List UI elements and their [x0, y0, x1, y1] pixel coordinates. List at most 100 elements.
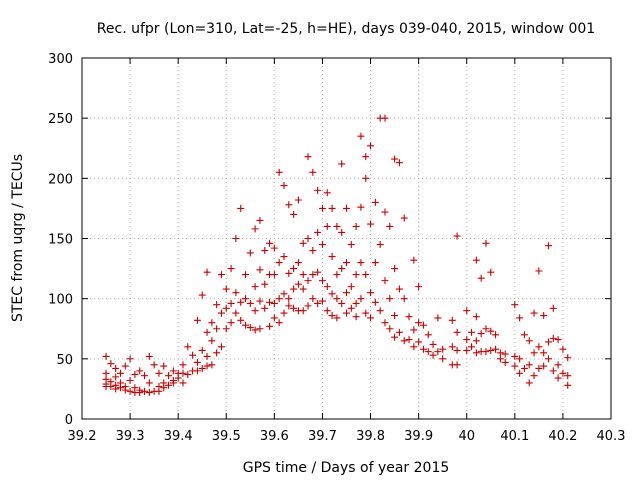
data-point-marker — [261, 304, 269, 312]
data-point-marker — [400, 295, 408, 303]
data-point-marker — [222, 325, 230, 333]
data-point-marker — [208, 337, 216, 345]
data-point-marker — [477, 274, 485, 282]
data-point-marker — [410, 343, 418, 351]
data-point-marker — [184, 370, 192, 378]
data-point-marker — [217, 343, 225, 351]
data-point-marker — [198, 346, 206, 354]
data-point-marker — [112, 364, 120, 372]
data-point-marker — [415, 338, 423, 346]
y-axis-label: STEC from uqrg / TECUs — [10, 154, 26, 322]
data-point-marker — [275, 259, 283, 267]
x-tick-label: 39.8 — [356, 429, 385, 444]
data-point-marker — [357, 203, 365, 211]
data-point-marker — [246, 324, 254, 332]
x-tick-label: 39.7 — [308, 429, 337, 444]
data-point-marker — [477, 330, 485, 338]
data-point-marker — [304, 302, 312, 310]
data-point-marker — [559, 345, 567, 353]
data-point-marker — [285, 302, 293, 310]
data-point-marker — [371, 259, 379, 267]
data-point-marker — [290, 285, 298, 293]
data-point-marker — [453, 346, 461, 354]
data-point-marker — [193, 367, 201, 375]
data-point-marker — [482, 325, 490, 333]
data-point-marker — [237, 298, 245, 306]
data-point-marker — [391, 333, 399, 341]
data-point-marker — [309, 247, 317, 255]
data-point-marker — [116, 369, 124, 377]
x-tick-label: 39.9 — [404, 429, 433, 444]
data-point-marker — [367, 220, 375, 228]
data-point-marker — [280, 290, 288, 298]
data-point-marker — [419, 345, 427, 353]
data-point-marker — [333, 271, 341, 279]
data-point-marker — [275, 295, 283, 303]
data-point-marker — [270, 244, 278, 252]
data-point-marker — [193, 358, 201, 366]
data-point-marker — [208, 361, 216, 369]
x-tick-label: 39.2 — [68, 429, 97, 444]
data-point-marker — [299, 271, 307, 279]
data-point-marker — [333, 295, 341, 303]
data-point-marker — [266, 322, 274, 330]
data-point-marker — [174, 374, 182, 382]
data-point-marker — [261, 247, 269, 255]
data-point-marker — [564, 372, 572, 380]
x-tick-label: 39.6 — [260, 429, 289, 444]
data-point-marker — [391, 312, 399, 320]
data-point-marker — [318, 204, 326, 212]
data-point-marker — [251, 225, 259, 233]
data-point-marker — [352, 222, 360, 230]
data-point-marker — [338, 228, 346, 236]
data-point-marker — [540, 362, 548, 370]
data-point-marker — [309, 168, 317, 176]
data-point-marker — [362, 309, 370, 317]
x-tick-label: 40.2 — [548, 429, 577, 444]
data-point-marker — [107, 360, 115, 368]
data-point-marker — [487, 327, 495, 335]
data-point-marker — [347, 304, 355, 312]
data-point-marker — [511, 352, 519, 360]
data-point-marker — [439, 355, 447, 363]
data-point-marker — [294, 196, 302, 204]
data-point-marker — [535, 343, 543, 351]
data-point-marker — [160, 362, 168, 370]
data-point-marker — [189, 351, 197, 359]
data-point-marker — [535, 267, 543, 275]
data-point-marker — [386, 222, 394, 230]
data-point-marker — [309, 271, 317, 279]
data-point-marker — [261, 280, 269, 288]
data-point-marker — [280, 253, 288, 261]
y-tick-label: 200 — [48, 172, 73, 187]
data-point-marker — [222, 304, 230, 312]
data-point-marker — [520, 331, 528, 339]
data-points — [102, 114, 572, 397]
data-point-marker — [453, 328, 461, 336]
data-point-marker — [126, 376, 134, 384]
data-point-marker — [405, 313, 413, 321]
data-point-marker — [386, 295, 394, 303]
data-point-marker — [496, 355, 504, 363]
data-point-marker — [217, 309, 225, 317]
data-point-marker — [141, 372, 149, 380]
data-point-marker — [280, 182, 288, 190]
data-point-marker — [376, 241, 384, 249]
data-point-marker — [492, 345, 500, 353]
data-point-marker — [251, 283, 259, 291]
data-point-marker — [395, 285, 403, 293]
data-point-marker — [165, 372, 173, 380]
data-point-marker — [564, 381, 572, 389]
data-point-marker — [112, 385, 120, 393]
data-point-marker — [232, 235, 240, 242]
data-point-marker — [463, 336, 471, 344]
data-point-marker — [391, 155, 399, 163]
data-point-marker — [294, 259, 302, 267]
data-point-marker — [309, 295, 317, 303]
data-point-marker — [328, 290, 336, 298]
data-point-marker — [472, 337, 480, 345]
data-point-marker — [530, 309, 538, 317]
data-point-marker — [112, 373, 120, 381]
data-point-marker — [198, 291, 206, 299]
data-point-marker — [496, 349, 504, 357]
